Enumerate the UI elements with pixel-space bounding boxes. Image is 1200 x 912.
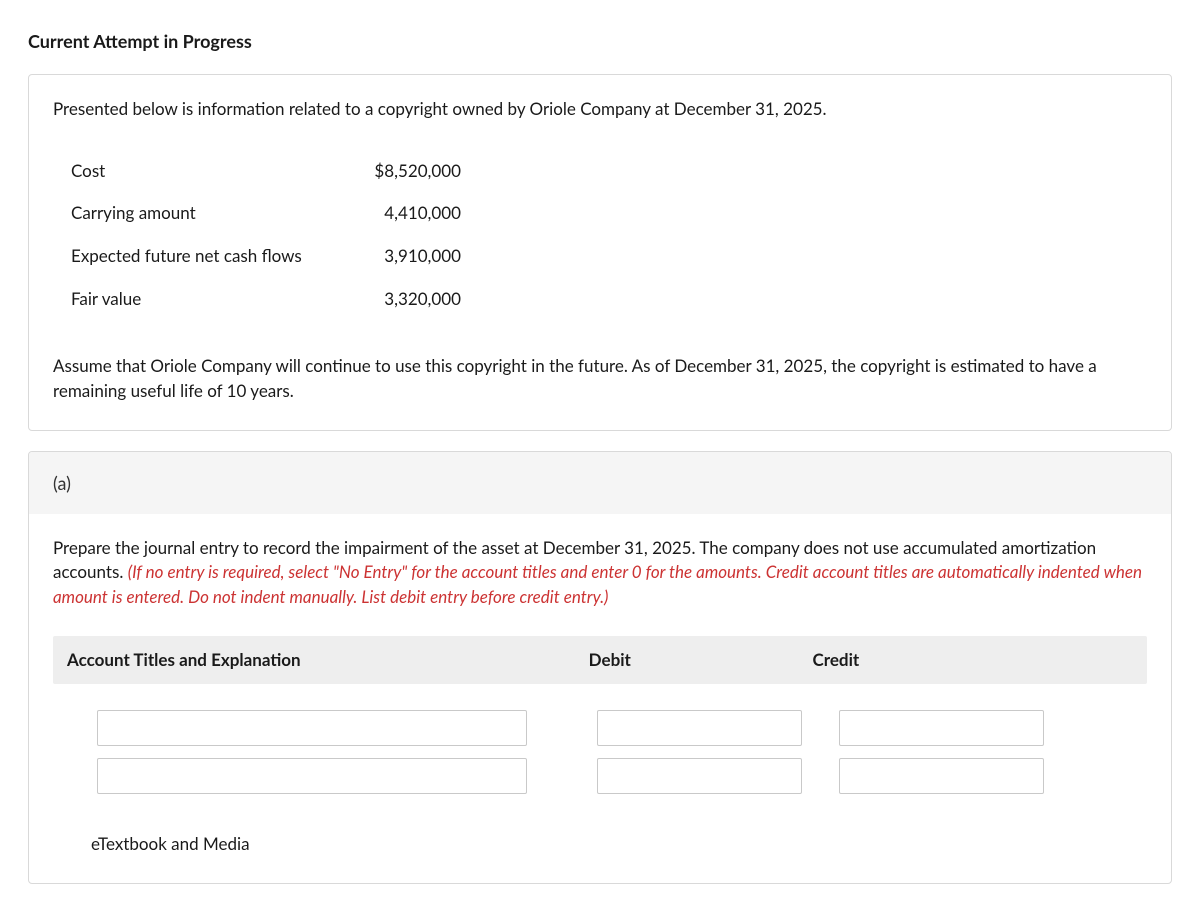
journal-row bbox=[53, 752, 1147, 800]
credit-input[interactable] bbox=[839, 710, 1044, 746]
instruction-text: Prepare the journal entry to record the … bbox=[53, 536, 1147, 610]
info-label: Fair value bbox=[71, 287, 351, 312]
col-header-credit: Credit bbox=[803, 648, 1038, 673]
part-a-card: (a) Prepare the journal entry to record … bbox=[28, 451, 1172, 884]
info-value: 3,320,000 bbox=[351, 287, 461, 312]
etextbook-link[interactable]: eTextbook and Media bbox=[91, 832, 1147, 857]
info-value: 4,410,000 bbox=[351, 201, 461, 226]
debit-input[interactable] bbox=[597, 758, 802, 794]
journal-row bbox=[53, 704, 1147, 752]
journal-entry-table: Account Titles and Explanation Debit Cre… bbox=[53, 636, 1147, 801]
page-title: Current Attempt in Progress bbox=[28, 28, 1172, 54]
col-header-debit: Debit bbox=[579, 648, 803, 673]
journal-header-row: Account Titles and Explanation Debit Cre… bbox=[53, 636, 1147, 685]
table-row: Carrying amount 4,410,000 bbox=[71, 192, 1147, 235]
info-value: $8,520,000 bbox=[351, 159, 461, 184]
info-value: 3,910,000 bbox=[351, 244, 461, 269]
info-label: Carrying amount bbox=[71, 201, 351, 226]
debit-input[interactable] bbox=[597, 710, 802, 746]
intro-text: Presented below is information related t… bbox=[53, 97, 1147, 122]
info-label: Expected future net cash flows bbox=[71, 244, 351, 269]
info-table: Cost $8,520,000 Carrying amount 4,410,00… bbox=[71, 150, 1147, 321]
account-title-input[interactable] bbox=[97, 758, 527, 794]
credit-input[interactable] bbox=[839, 758, 1044, 794]
col-header-account: Account Titles and Explanation bbox=[67, 648, 579, 673]
info-label: Cost bbox=[71, 159, 351, 184]
table-row: Fair value 3,320,000 bbox=[71, 278, 1147, 321]
problem-card: Presented below is information related t… bbox=[28, 74, 1172, 430]
part-label: (a) bbox=[29, 452, 1171, 514]
table-row: Cost $8,520,000 bbox=[71, 150, 1147, 193]
instruction-note: (If no entry is required, select "No Ent… bbox=[53, 561, 1142, 607]
assumption-text: Assume that Oriole Company will continue… bbox=[53, 354, 1147, 403]
account-title-input[interactable] bbox=[97, 710, 527, 746]
table-row: Expected future net cash flows 3,910,000 bbox=[71, 235, 1147, 278]
